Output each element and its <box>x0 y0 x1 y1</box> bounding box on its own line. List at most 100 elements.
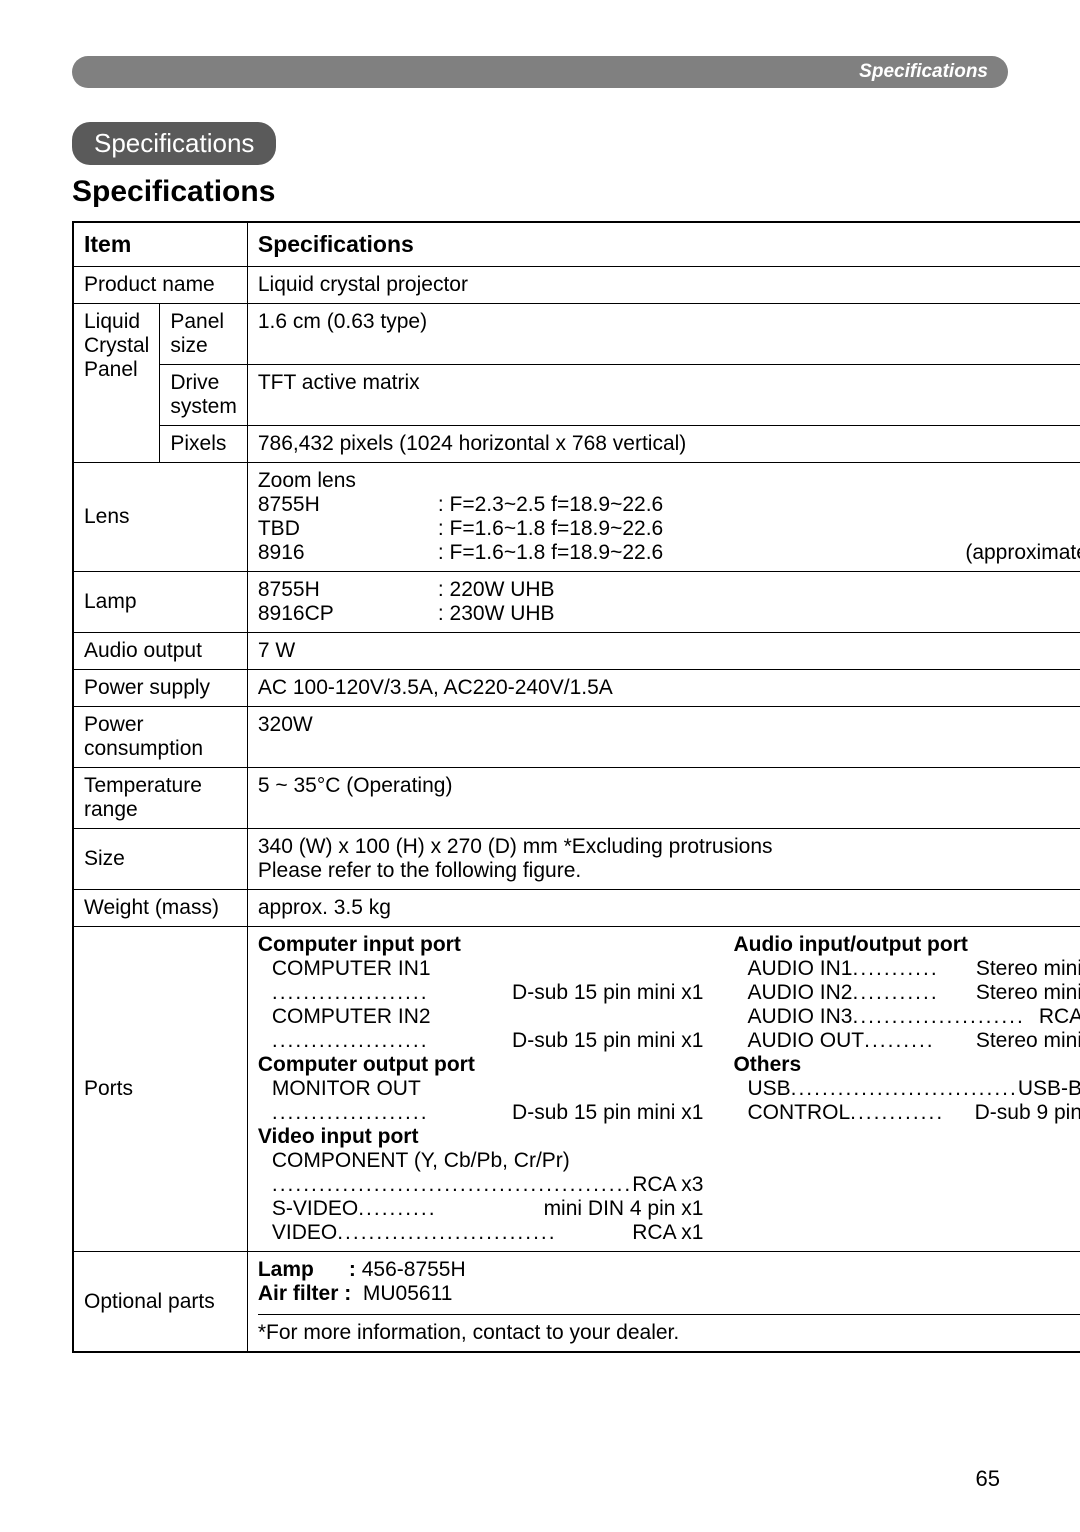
lens-r2-c: (approximately) <box>748 541 1080 565</box>
label-weight: Weight (mass) <box>73 890 247 927</box>
dots: ........... <box>852 957 975 981</box>
row-lens: Lens Zoom lens 8755H : F=2.3~2.5 f=18.9~… <box>73 463 1080 572</box>
row-temp-range: Temperature range 5 ~ 35°C (Operating) <box>73 768 1080 829</box>
value-size: 340 (W) x 100 (H) x 270 (D) mm *Excludin… <box>247 829 1080 890</box>
value-weight: approx. 3.5 kg <box>247 890 1080 927</box>
lens-grid: 8755H : F=2.3~2.5 f=18.9~22.6 TBD : F=1.… <box>258 493 1080 565</box>
label-ports: Ports <box>73 927 247 1252</box>
label-optional: Optional parts <box>73 1252 247 1353</box>
row-product-name: Product name Liquid crystal projector <box>73 267 1080 304</box>
ports-left-l1v: .................... D-sub 15 pin mini x… <box>258 981 704 1005</box>
label-power-consumption: Power consumption <box>73 707 247 768</box>
label-lcp-group: Liquid Crystal Panel <box>73 304 160 463</box>
ports-left-h1: Computer input port <box>258 933 704 957</box>
label-temp-range: Temperature range <box>73 768 247 829</box>
dots: ........... <box>852 981 975 1005</box>
optional-note: *For more information, contact to your d… <box>258 1314 1080 1345</box>
dots: ............................. <box>791 1077 1018 1101</box>
ports-left-l2v: .................... D-sub 15 pin mini x… <box>258 1029 704 1053</box>
row-optional: Optional parts Lamp : 456-8755H Air filt… <box>73 1252 1080 1353</box>
value-product-name: Liquid crystal projector <box>247 267 1080 304</box>
dots: ........................................… <box>272 1173 632 1197</box>
dots: ......... <box>864 1029 976 1053</box>
value-lamp: 8755H : 220W UHB 8916CP : 230W UHB <box>247 572 1080 633</box>
row-drive-system: Drive system TFT active matrix <box>73 365 1080 426</box>
ports-left-col: Computer input port COMPUTER IN1 .......… <box>258 933 704 1245</box>
row-pixels: Pixels 786,432 pixels (1024 horizontal x… <box>73 426 1080 463</box>
lens-r1-a: TBD <box>258 517 438 541</box>
lamp-r1-a: 8916CP <box>258 602 438 626</box>
label-panel-size: Panel size <box>160 304 248 365</box>
row-size: Size 340 (W) x 100 (H) x 270 (D) mm *Exc… <box>73 829 1080 890</box>
section-pill: Specifications <box>72 122 276 165</box>
row-audio-output: Audio output 7 W <box>73 633 1080 670</box>
lens-r0-b: : F=2.3~2.5 f=18.9~22.6 <box>438 493 748 517</box>
lens-r0-c <box>748 493 1080 517</box>
row-panel-size: Liquid Crystal Panel Panel size 1.6 cm (… <box>73 304 1080 365</box>
dots: ............ <box>850 1101 975 1125</box>
lens-r2-b: : F=1.6~1.8 f=18.9~22.6 <box>438 541 748 565</box>
optional-lamp: Lamp : 456-8755H <box>258 1258 1080 1282</box>
lamp-grid: 8755H : 220W UHB 8916CP : 230W UHB <box>258 578 1080 626</box>
dots: .................... <box>272 1029 512 1053</box>
value-lens: Zoom lens 8755H : F=2.3~2.5 f=18.9~22.6 … <box>247 463 1080 572</box>
label-product-name: Product name <box>73 267 247 304</box>
lamp-r1-b: : 230W UHB <box>438 602 1080 626</box>
ports-right-r4: AUDIO OUT ......... Stereo mini x1 <box>733 1029 1080 1053</box>
ports-right-r1: AUDIO IN1 ........... Stereo mini x1 <box>733 957 1080 981</box>
value-drive-system: TFT active matrix <box>247 365 1080 426</box>
label-drive-system: Drive system <box>160 365 248 426</box>
ports-right-r5: USB ............................. USB-B … <box>733 1077 1080 1101</box>
optional-filter: Air filter : MU05611 <box>258 1282 1080 1306</box>
lamp-r0-a: 8755H <box>258 578 438 602</box>
ports-left-l2: COMPUTER IN2 <box>258 1005 704 1029</box>
value-power-consumption: 320W <box>247 707 1080 768</box>
spec-table: Item Specifications Product name Liquid … <box>72 221 1080 1353</box>
size-line1: 340 (W) x 100 (H) x 270 (D) mm *Excludin… <box>258 835 1080 859</box>
value-optional: Lamp : 456-8755H Air filter : MU05611 *F… <box>247 1252 1080 1353</box>
th-item: Item <box>73 222 247 267</box>
lens-r0-a: 8755H <box>258 493 438 517</box>
lens-line1: Zoom lens <box>258 469 1080 493</box>
label-pixels: Pixels <box>160 426 248 463</box>
ports-left-l3v: .................... D-sub 15 pin mini x… <box>258 1101 704 1125</box>
ports-left-l5: S-VIDEO .......... mini DIN 4 pin x1 <box>258 1197 704 1221</box>
ports-right-r3: AUDIO IN3 ...................... RCA x2 <box>733 1005 1080 1029</box>
size-line2: Please refer to the following figure. <box>258 859 1080 883</box>
header-right-label: Specifications <box>859 61 988 83</box>
dots: ............................ <box>337 1221 632 1245</box>
ports-right-r2: AUDIO IN2 ........... Stereo mini x1 <box>733 981 1080 1005</box>
section-title: Specifications <box>72 175 1008 209</box>
ports-right-h2: Others <box>733 1053 1080 1077</box>
value-power-supply: AC 100-120V/3.5A, AC220-240V/1.5A <box>247 670 1080 707</box>
value-pixels: 786,432 pixels (1024 horizontal x 768 ve… <box>247 426 1080 463</box>
row-weight: Weight (mass) approx. 3.5 kg <box>73 890 1080 927</box>
dots: .......... <box>358 1197 543 1221</box>
value-ports: Computer input port COMPUTER IN1 .......… <box>247 927 1080 1252</box>
label-lamp: Lamp <box>73 572 247 633</box>
ports-right-col: Audio input/output port AUDIO IN1 ......… <box>733 933 1080 1245</box>
lens-r1-c <box>748 517 1080 541</box>
header-bar: Specifications <box>72 56 1008 88</box>
lens-r1-b: : F=1.6~1.8 f=18.9~22.6 <box>438 517 748 541</box>
label-lens: Lens <box>73 463 247 572</box>
row-power-supply: Power supply AC 100-120V/3.5A, AC220-240… <box>73 670 1080 707</box>
value-audio-output: 7 W <box>247 633 1080 670</box>
lamp-r0-b: : 220W UHB <box>438 578 1080 602</box>
th-spec: Specifications <box>247 222 1080 267</box>
ports-right-h1: Audio input/output port <box>733 933 1080 957</box>
label-power-supply: Power supply <box>73 670 247 707</box>
lens-r2-a: 8916 <box>258 541 438 565</box>
ports-left-l4: COMPONENT (Y, Cb/Pb, Cr/Pr) <box>258 1149 704 1173</box>
dots: .................... <box>272 1101 512 1125</box>
value-panel-size: 1.6 cm (0.63 type) <box>247 304 1080 365</box>
label-size: Size <box>73 829 247 890</box>
row-ports: Ports Computer input port COMPUTER IN1 .… <box>73 927 1080 1252</box>
ports-left-h3: Video input port <box>258 1125 704 1149</box>
dots: ...................... <box>852 1005 1038 1029</box>
ports-right-r6: CONTROL ............ D-sub 9 pin x1 <box>733 1101 1080 1125</box>
table-header-row: Item Specifications <box>73 222 1080 267</box>
dots: .................... <box>272 981 512 1005</box>
value-temp-range: 5 ~ 35°C (Operating) <box>247 768 1080 829</box>
row-power-consumption: Power consumption 320W <box>73 707 1080 768</box>
